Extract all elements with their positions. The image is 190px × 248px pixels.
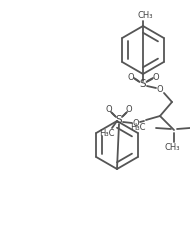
Text: O: O xyxy=(133,120,139,128)
Text: O: O xyxy=(128,72,134,82)
Text: S: S xyxy=(140,79,146,89)
Text: CH₃: CH₃ xyxy=(164,144,180,153)
Text: O: O xyxy=(126,105,132,115)
Text: H₃C: H₃C xyxy=(99,128,115,137)
Text: O: O xyxy=(153,72,159,82)
Text: H₃C: H₃C xyxy=(131,124,146,132)
Text: CH₃: CH₃ xyxy=(137,11,153,21)
Text: O: O xyxy=(157,86,163,94)
Text: S: S xyxy=(116,115,122,125)
Text: O: O xyxy=(106,105,112,115)
